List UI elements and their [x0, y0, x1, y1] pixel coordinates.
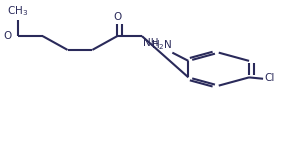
Text: H$_2$N: H$_2$N [151, 38, 172, 52]
Text: O: O [113, 12, 121, 22]
Text: NH: NH [144, 38, 159, 48]
Text: Cl: Cl [264, 73, 275, 83]
Text: O: O [3, 31, 12, 41]
Text: CH$_3$: CH$_3$ [7, 5, 28, 18]
